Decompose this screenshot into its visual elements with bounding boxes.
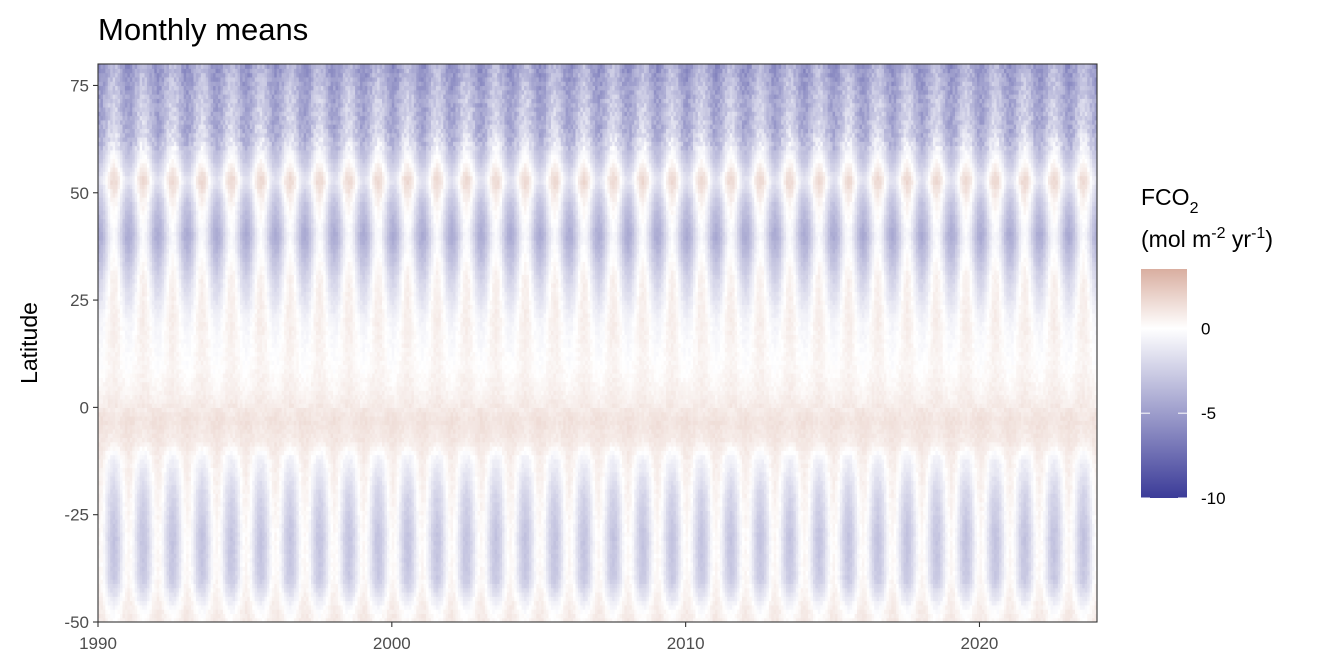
- chart-title: Monthly means: [98, 12, 308, 47]
- heatmap-cells: [98, 64, 1098, 623]
